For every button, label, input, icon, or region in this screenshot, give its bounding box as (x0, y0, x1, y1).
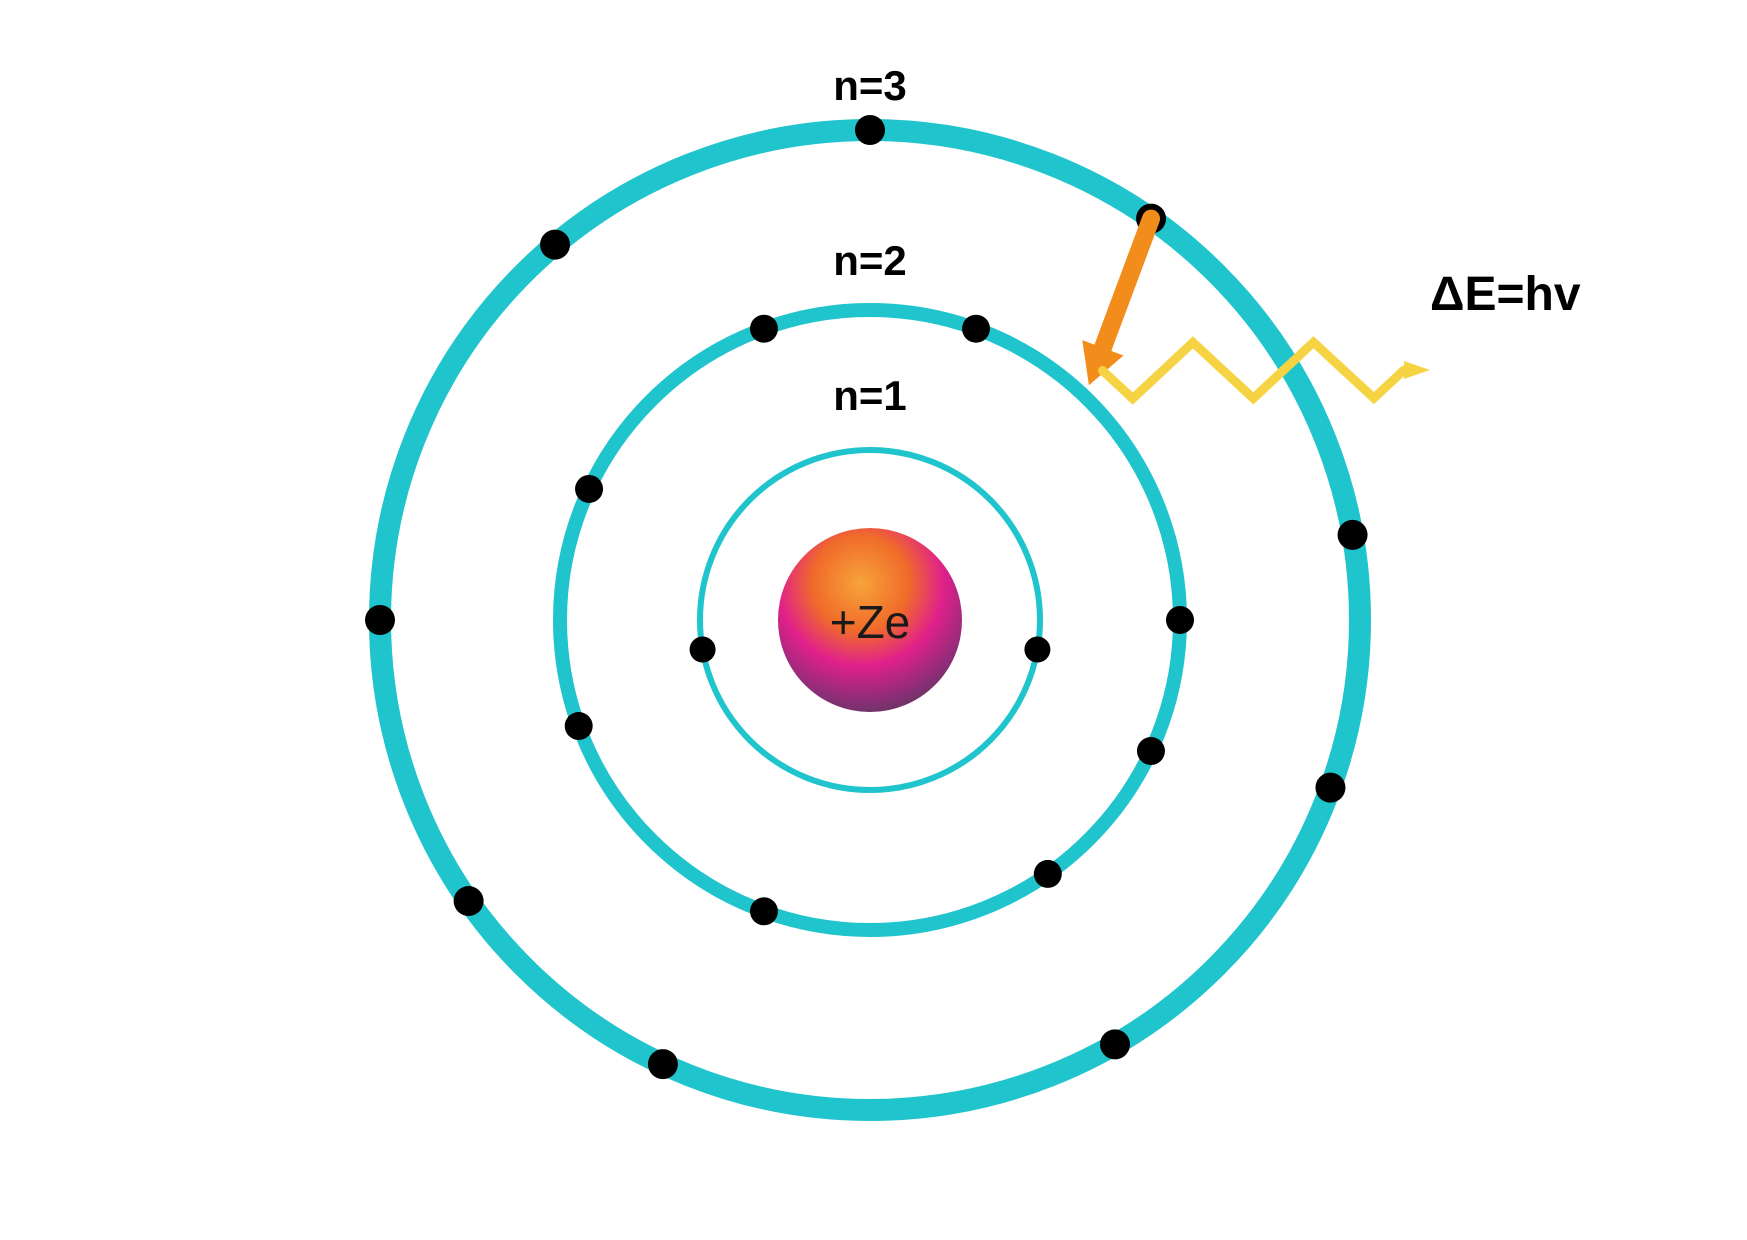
transition-arrow-shaft (1099, 219, 1151, 359)
electron (648, 1049, 678, 1079)
electron (690, 637, 716, 663)
photon-arrowhead (1404, 361, 1430, 379)
electron (1024, 637, 1050, 663)
electron (1338, 520, 1368, 550)
electron (1315, 773, 1345, 803)
electron (1166, 606, 1194, 634)
electron (855, 115, 885, 145)
orbit-label-n3: n=3 (833, 62, 907, 109)
electron (1137, 737, 1165, 765)
electron (1034, 860, 1062, 888)
electron (1100, 1029, 1130, 1059)
energy-label: ΔE=hv (1430, 268, 1581, 321)
electron (540, 230, 570, 260)
electron (575, 475, 603, 503)
transition-arrow (1082, 219, 1151, 386)
bohr-atom-diagram: +Ze n=1 n=2 n=3 ΔE=hv (0, 0, 1747, 1240)
electron (365, 605, 395, 635)
electron (454, 886, 484, 916)
nucleus-label: +Ze (830, 596, 911, 648)
orbit-label-n2: n=2 (833, 237, 907, 284)
electron (962, 315, 990, 343)
electron (750, 315, 778, 343)
orbit-label-n1: n=1 (833, 372, 907, 419)
electron (565, 712, 593, 740)
photon-zigzag (1103, 342, 1404, 398)
electron (750, 897, 778, 925)
